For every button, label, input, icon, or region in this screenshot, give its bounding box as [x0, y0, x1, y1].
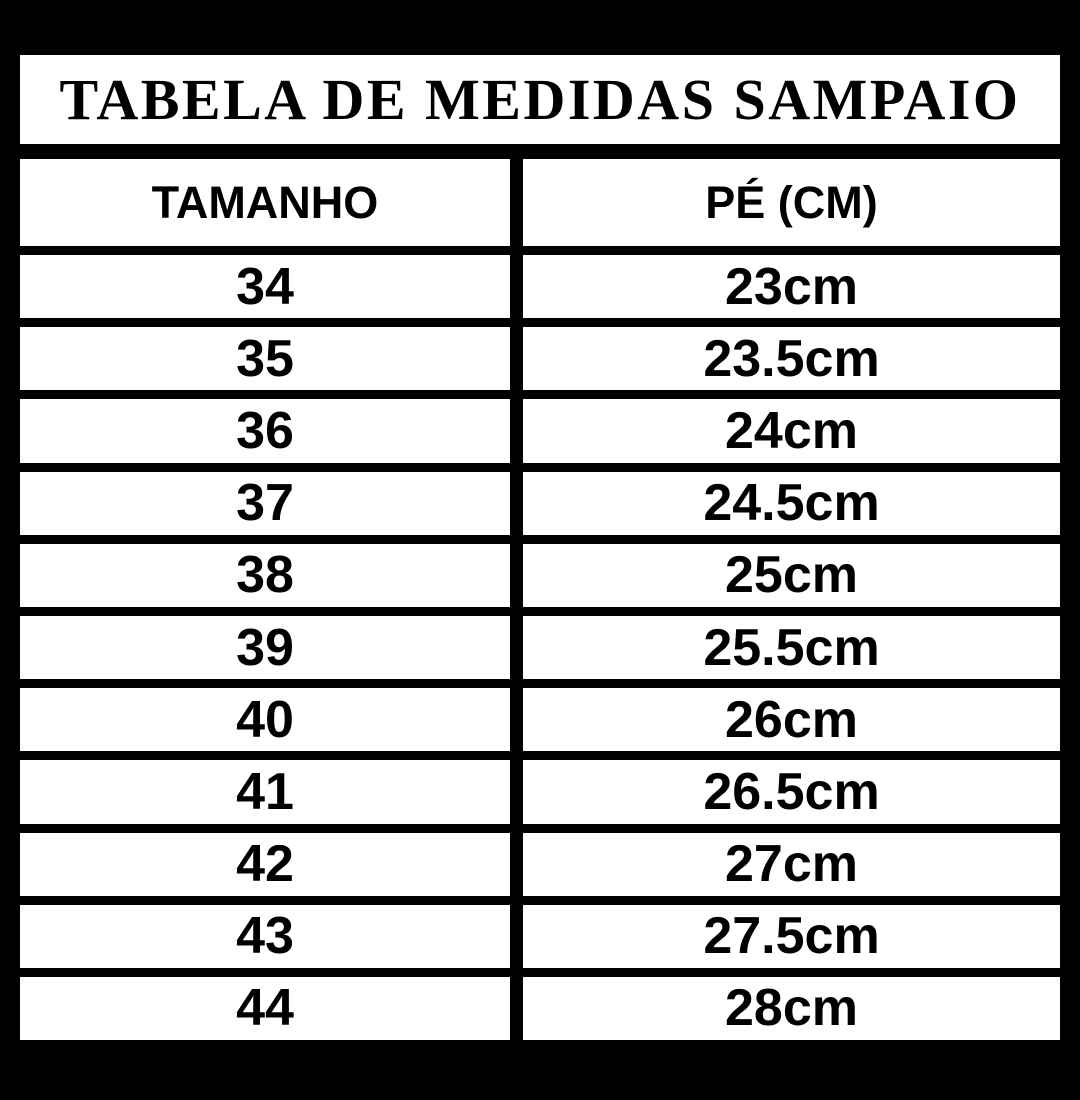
foot-length-value: 26cm [725, 690, 858, 749]
table-row: 38 25cm [20, 543, 1060, 607]
size-value: 42 [236, 835, 294, 894]
size-value: 37 [236, 474, 294, 533]
foot-length-value: 27.5cm [703, 907, 880, 966]
page-title: TABELA DE MEDIDAS SAMPAIO [59, 66, 1021, 132]
foot-length-value: 23cm [725, 257, 858, 316]
size-cell: 38 [20, 543, 510, 607]
foot-length-value: 23.5cm [703, 329, 880, 388]
table-row: 34 23cm [20, 255, 1060, 319]
table-row: 36 24cm [20, 399, 1060, 463]
foot-length-value: 28cm [725, 979, 858, 1038]
foot-length-value: 24.5cm [703, 474, 880, 533]
foot-length-cell: 27.5cm [523, 904, 1060, 968]
foot-length-value: 25cm [725, 546, 858, 605]
foot-length-value: 24cm [725, 401, 858, 460]
table-row: 35 23.5cm [20, 327, 1060, 391]
size-value: 34 [236, 257, 294, 316]
size-cell: 44 [20, 976, 510, 1041]
size-value: 40 [236, 690, 294, 749]
size-cell: 39 [20, 615, 510, 680]
size-value: 44 [236, 979, 294, 1038]
foot-length-cell: 26.5cm [523, 760, 1060, 824]
table-row: 41 26.5cm [20, 760, 1060, 824]
foot-length-value: 27cm [725, 835, 858, 894]
title-box: TABELA DE MEDIDAS SAMPAIO [20, 55, 1060, 144]
foot-length-cell: 28cm [523, 976, 1060, 1041]
column-header-pe-cm: PÉ (CM) [523, 159, 1060, 246]
foot-length-cell: 24.5cm [523, 471, 1060, 535]
size-cell: 36 [20, 399, 510, 463]
table-row: 44 28cm [20, 976, 1060, 1041]
table-row: 37 24.5cm [20, 471, 1060, 535]
size-value: 35 [236, 329, 294, 388]
size-cell: 41 [20, 760, 510, 824]
size-cell: 34 [20, 255, 510, 319]
size-value: 43 [236, 907, 294, 966]
foot-length-cell: 23cm [523, 255, 1060, 319]
foot-length-cell: 23.5cm [523, 327, 1060, 391]
size-cell: 37 [20, 471, 510, 535]
table-row: 43 27.5cm [20, 904, 1060, 968]
foot-length-cell: 26cm [523, 688, 1060, 752]
foot-length-cell: 25.5cm [523, 615, 1060, 680]
size-cell: 43 [20, 904, 510, 968]
foot-length-cell: 25cm [523, 543, 1060, 607]
foot-length-cell: 24cm [523, 399, 1060, 463]
table-row: 39 25.5cm [20, 615, 1060, 680]
size-cell: 42 [20, 832, 510, 896]
size-table: TAMANHO PÉ (CM) 34 23cm 35 [20, 159, 1060, 1041]
size-value: 39 [236, 618, 294, 677]
size-cell: 40 [20, 688, 510, 752]
table-row: 40 26cm [20, 688, 1060, 752]
table-row: 42 27cm [20, 832, 1060, 896]
column-header-tamanho: TAMANHO [20, 159, 510, 246]
foot-length-cell: 27cm [523, 832, 1060, 896]
column-header-pe-cm-label: PÉ (CM) [705, 177, 878, 228]
size-value: 38 [236, 546, 294, 605]
foot-length-value: 25.5cm [703, 618, 880, 677]
size-value: 41 [236, 762, 294, 821]
table-header-row: TAMANHO PÉ (CM) [20, 159, 1060, 246]
foot-length-value: 26.5cm [703, 762, 880, 821]
size-cell: 35 [20, 327, 510, 391]
size-value: 36 [236, 401, 294, 460]
column-header-tamanho-label: TAMANHO [151, 177, 379, 228]
